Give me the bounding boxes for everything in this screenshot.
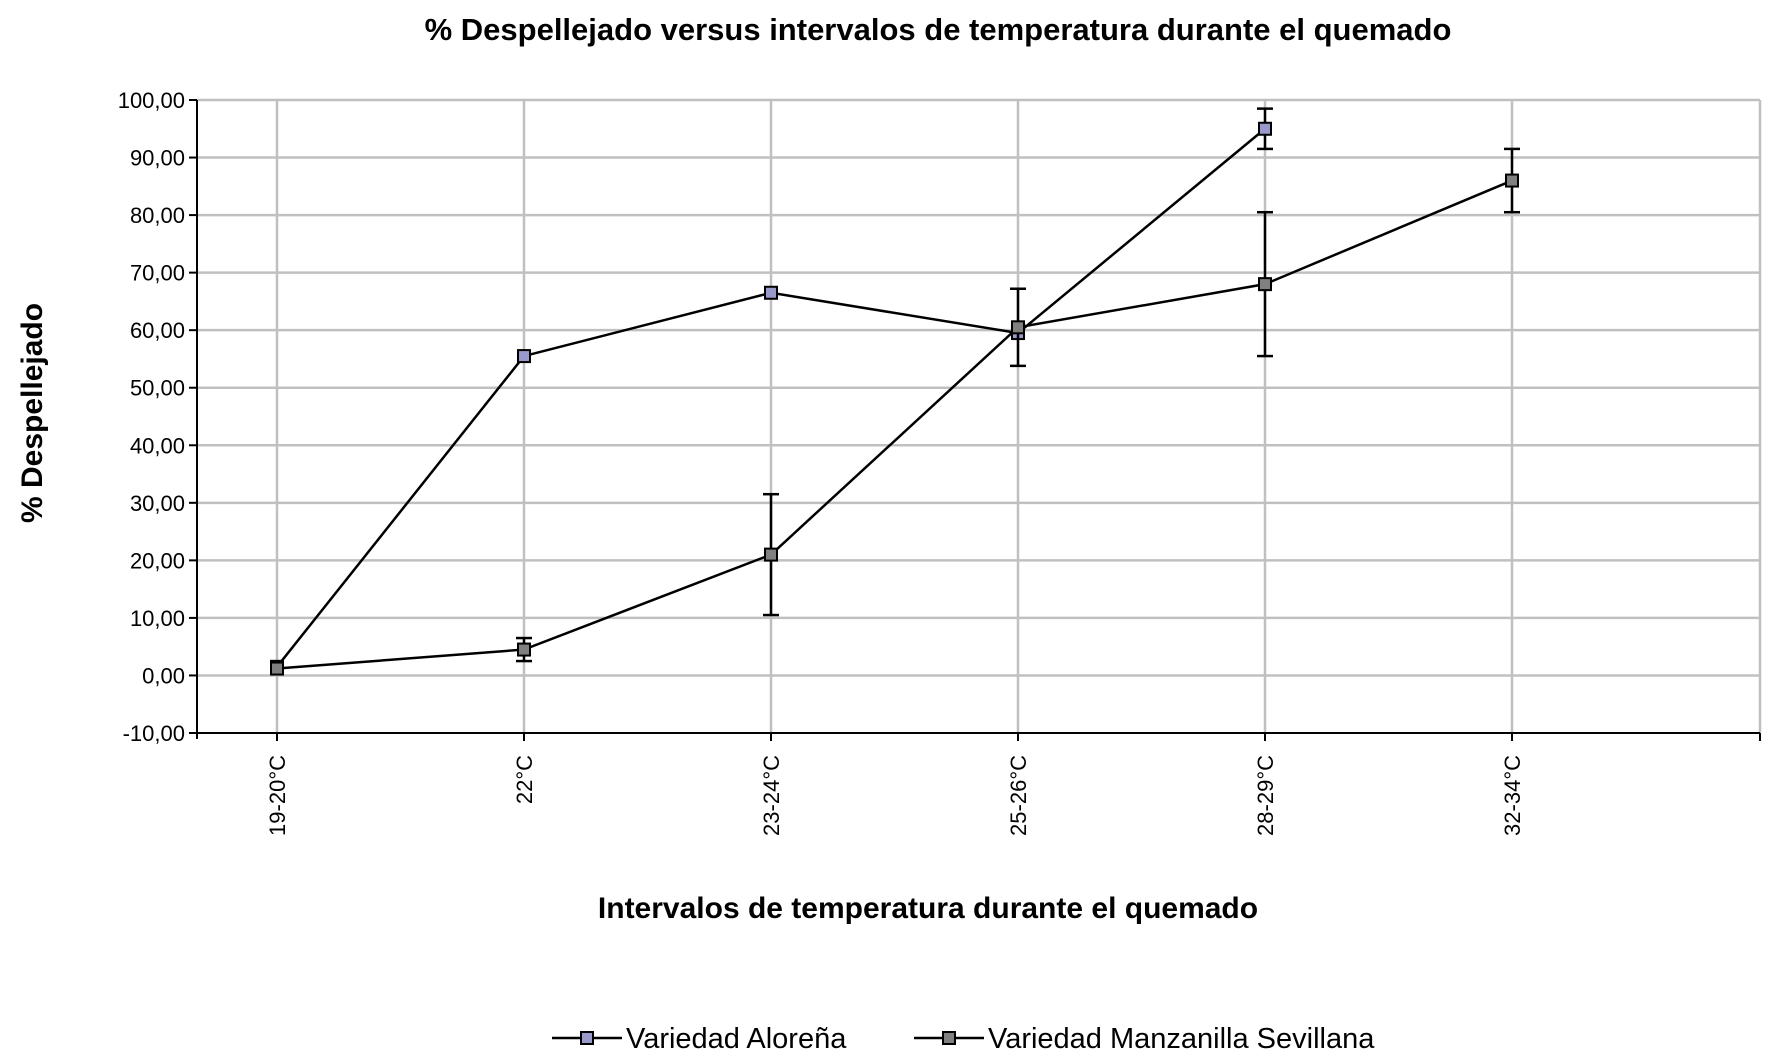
- data-point: [1505, 173, 1519, 188]
- x-tick-label: 19-20°C: [265, 755, 290, 836]
- legend-marker: [580, 1031, 594, 1045]
- x-axis-title: Intervalos de temperatura durante el que…: [598, 892, 1258, 925]
- y-tick-label: -10,00: [123, 721, 185, 746]
- series-2: [270, 147, 1520, 676]
- x-tick-label: 25-26°C: [1006, 755, 1031, 836]
- y-tick-label: 90,00: [130, 146, 185, 171]
- y-tick-label: 60,00: [130, 318, 185, 343]
- x-ticks: 19-20°C 22°C 23-24°C 25-26°C 28-29°C 32-34°C: [265, 733, 1761, 836]
- y-tick-label: 40,00: [130, 433, 185, 458]
- series-line: [276, 179, 1513, 670]
- x-tick-label: 28-29°C: [1253, 755, 1278, 836]
- legend-label: Variedad Aloreña: [626, 1023, 847, 1055]
- axes: [196, 100, 1760, 739]
- y-ticks: -10,00 0,00 10,00 20,00 30,00 40,00 50,00 60,00…: [118, 88, 197, 746]
- y-tick-label: 0,00: [142, 663, 185, 688]
- y-tick-label: 100,00: [118, 88, 185, 113]
- data-point: [1258, 121, 1272, 136]
- grid: [197, 98, 1762, 733]
- data-point: [1258, 277, 1272, 292]
- data-point: [270, 661, 284, 676]
- y-tick-label: 20,00: [130, 548, 185, 573]
- legend-item-2: Variedad Manzanilla Sevillana: [914, 1023, 1375, 1055]
- y-tick-label: 50,00: [130, 376, 185, 401]
- data-point: [517, 642, 531, 657]
- y-axis-title: % Despellejado: [16, 303, 49, 523]
- legend: Variedad Aloreña Variedad Manzanilla Sevi…: [552, 1023, 1375, 1055]
- x-tick-label: 22°C: [512, 755, 537, 804]
- x-tick-label: 23-24°C: [759, 755, 784, 836]
- legend-item-1: Variedad Aloreña: [552, 1023, 847, 1055]
- legend-label: Variedad Manzanilla Sevillana: [988, 1023, 1375, 1055]
- y-tick-label: 80,00: [130, 203, 185, 228]
- chart-title: % Despellejado versus intervalos de temp…: [425, 12, 1452, 47]
- series-layer: [270, 107, 1520, 676]
- legend-marker: [942, 1031, 956, 1045]
- data-point: [764, 285, 778, 300]
- data-point: [764, 547, 778, 562]
- y-tick-label: 30,00: [130, 491, 185, 516]
- x-tick-label: 32-34°C: [1500, 755, 1525, 836]
- y-tick-label: 10,00: [130, 606, 185, 631]
- data-point: [517, 349, 531, 364]
- data-point: [1011, 320, 1025, 335]
- y-tick-label: 70,00: [130, 261, 185, 286]
